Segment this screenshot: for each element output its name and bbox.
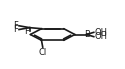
Text: OH: OH	[94, 28, 107, 37]
Text: F: F	[13, 25, 18, 34]
Text: B: B	[84, 30, 89, 39]
Text: Cl: Cl	[39, 48, 47, 57]
Text: F: F	[14, 21, 18, 30]
Text: F: F	[24, 27, 29, 36]
Text: OH: OH	[94, 32, 107, 41]
